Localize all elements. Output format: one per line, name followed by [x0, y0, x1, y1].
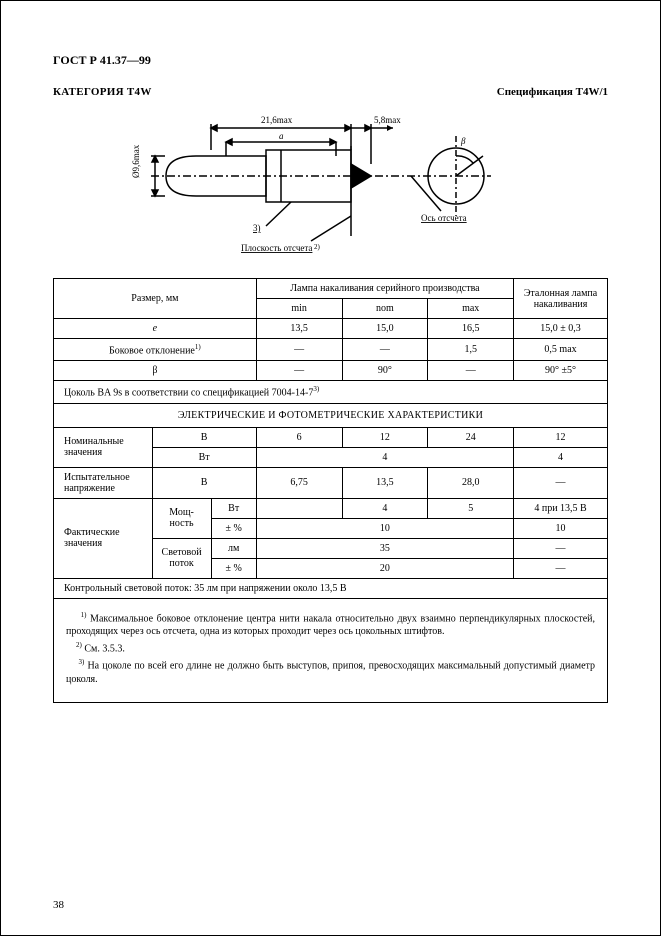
row-e-nom: 15,0 — [342, 319, 428, 339]
unit-W2: Вт — [211, 498, 256, 518]
nomW-span: 4 — [256, 447, 513, 467]
unit-V2: В — [152, 467, 256, 498]
dim-a: a — [279, 131, 284, 141]
dim-right: 5,8max — [374, 115, 401, 125]
unit-pct: ± % — [211, 518, 256, 538]
page-number: 38 — [53, 899, 64, 911]
lead3: 3) — [253, 223, 261, 233]
testV-1: 6,75 — [256, 467, 342, 498]
nomW-ref: 4 — [514, 447, 608, 467]
hdr-size: Размер, мм — [54, 279, 257, 319]
fPct-span: 20 — [256, 558, 513, 578]
cap-row: Цоколь BA 9s в соответствии со специфика… — [54, 381, 608, 403]
row-lat-nom: — — [342, 339, 428, 361]
pW-ref: 4 при 13,5 В — [514, 498, 608, 518]
row-beta-min: — — [256, 361, 342, 381]
row-lat-ref: 0,5 max — [514, 339, 608, 361]
note-3: 3) На цоколе по всей его длине не должно… — [66, 658, 595, 686]
axis-text: Ось отсчета — [421, 213, 467, 223]
pW-3: 5 — [428, 498, 514, 518]
row-e-min: 13,5 — [256, 319, 342, 339]
note-2: 2) См. 3.5.3. — [66, 641, 595, 656]
section-head: ЭЛЕКТРИЧЕСКИЕ И ФОТОМЕТРИЧЕСКИЕ ХАРАКТЕР… — [54, 403, 608, 427]
unit-V: В — [152, 427, 256, 447]
fLm-ref: — — [514, 538, 608, 558]
pW-1 — [256, 498, 342, 518]
testV-3: 28,0 — [428, 467, 514, 498]
gost-label: ГОСТ Р 41.37—99 — [53, 53, 608, 68]
control-row: Контрольный световой поток: 35 лм при на… — [54, 578, 608, 598]
category-label: КАТЕГОРИЯ T4W — [53, 86, 152, 98]
pW-2: 4 — [342, 498, 428, 518]
dim-top: 21,6max — [261, 115, 293, 125]
actual-label: Фактические значения — [54, 498, 153, 578]
power-label: Мощ- ность — [152, 498, 211, 538]
page: ГОСТ Р 41.37—99 КАТЕГОРИЯ T4W Спецификац… — [0, 0, 661, 936]
lamp-diagram: 21,6max 5,8max a Ø9,6max β Ось отсчета П… — [131, 106, 531, 266]
nomV-2: 12 — [342, 427, 428, 447]
row-beta-max: — — [428, 361, 514, 381]
plane-text: Плоскость отсчета — [241, 243, 312, 253]
test-label: Испытательное напряжение — [54, 467, 153, 498]
flux-label: Световой поток — [152, 538, 211, 578]
row-lat-min: — — [256, 339, 342, 361]
notes-box: 1) Максимальное боковое отклонение центр… — [53, 599, 608, 703]
dim-diam: Ø9,6max — [131, 144, 141, 178]
testV-ref: — — [514, 467, 608, 498]
nominal-label: Номинальные значения — [54, 427, 153, 467]
unit-W: Вт — [152, 447, 256, 467]
unit-lm: лм — [211, 538, 256, 558]
row-beta-label: β — [54, 361, 257, 381]
fLm-span: 35 — [256, 538, 513, 558]
unit-pct2: ± % — [211, 558, 256, 578]
hdr-serial: Лампа накаливания серийного производства — [256, 279, 513, 299]
nomV-1: 6 — [256, 427, 342, 447]
col-nom: nom — [342, 299, 428, 319]
spec-label: Спецификация T4W/1 — [497, 86, 608, 98]
row-e-max: 16,5 — [428, 319, 514, 339]
nomV-ref: 12 — [514, 427, 608, 447]
row-beta-nom: 90° — [342, 361, 428, 381]
note-1: 1) Максимальное боковое отклонение центр… — [66, 611, 595, 639]
nomV-3: 24 — [428, 427, 514, 447]
col-max: max — [428, 299, 514, 319]
row-e-ref: 15,0 ± 0,3 — [514, 319, 608, 339]
pPct-span: 10 — [256, 518, 513, 538]
fPct-ref: — — [514, 558, 608, 578]
category-row: КАТЕГОРИЯ T4W Спецификация T4W/1 — [53, 86, 608, 98]
col-min: min — [256, 299, 342, 319]
row-beta-ref: 90° ±5° — [514, 361, 608, 381]
beta-label: β — [460, 136, 466, 146]
plane-sup: 2) — [314, 243, 321, 251]
row-lat-label: Боковое отклонение1) — [54, 339, 257, 361]
spec-table: Размер, мм Лампа накаливания серийного п… — [53, 278, 608, 599]
row-lat-max: 1,5 — [428, 339, 514, 361]
pPct-ref: 10 — [514, 518, 608, 538]
testV-2: 13,5 — [342, 467, 428, 498]
row-e-label: e — [54, 319, 257, 339]
hdr-ref: Эталонная лампа накаливания — [514, 279, 608, 319]
